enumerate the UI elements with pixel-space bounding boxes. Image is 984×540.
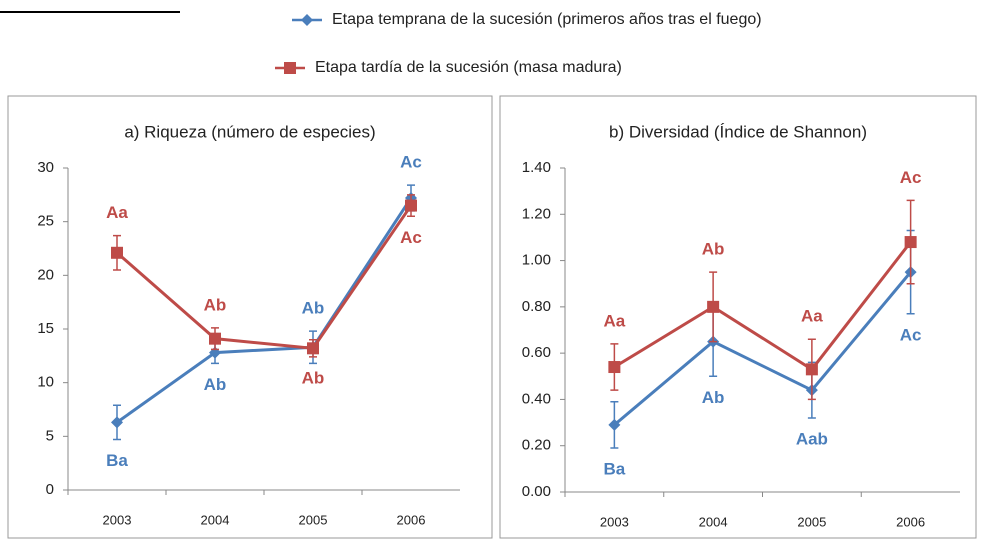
data-point [111, 416, 123, 429]
y-tick-label: 1.40 [522, 159, 551, 176]
chart-title: b) Diversidad (Índice de Shannon) [609, 122, 867, 141]
y-tick-label: 20 [37, 266, 54, 283]
data-point [805, 363, 818, 376]
y-tick-label: 5 [46, 427, 54, 444]
x-tick-label: 2003 [103, 512, 132, 527]
y-tick-label: 0.20 [522, 437, 551, 454]
series-line [116, 204, 413, 350]
x-tick-label: 2005 [797, 514, 826, 529]
y-tick-label: 0.40 [522, 390, 551, 407]
data-point [307, 342, 319, 355]
point-label: Aa [604, 311, 626, 330]
point-label: Ba [604, 460, 626, 479]
data-point [608, 418, 621, 431]
data-point [608, 361, 621, 374]
y-tick-label: 25 [37, 213, 54, 230]
data-point [209, 332, 221, 345]
point-label: Aab [796, 429, 828, 448]
point-label: Aa [801, 307, 823, 326]
y-tick-label: 0.80 [522, 298, 551, 315]
x-tick-label: 2003 [600, 514, 629, 529]
point-label: Ac [900, 325, 922, 344]
series-line [613, 271, 912, 427]
legend-marker [284, 62, 296, 74]
point-label: Ba [106, 451, 128, 470]
data-point [111, 246, 123, 259]
point-label: Ab [702, 388, 725, 407]
y-tick-label: 10 [37, 374, 54, 391]
point-label: Ac [400, 153, 422, 172]
data-point [707, 300, 720, 313]
x-tick-label: 2006 [896, 514, 925, 529]
point-label: Ab [302, 299, 325, 318]
point-label: Aa [106, 203, 128, 222]
data-point [904, 236, 917, 249]
x-tick-label: 2006 [397, 512, 426, 527]
x-tick-label: 2005 [299, 512, 328, 527]
y-tick-label: 1.20 [522, 205, 551, 222]
x-tick-label: 2004 [201, 512, 230, 527]
point-label: Ab [204, 375, 227, 394]
y-tick-label: 0.60 [522, 344, 551, 361]
y-tick-label: 15 [37, 320, 54, 337]
panel-b-frame [499, 95, 977, 539]
panel-a-frame [7, 95, 493, 539]
chart-title: a) Riqueza (número de especies) [124, 122, 375, 141]
x-tick-label: 2004 [699, 514, 728, 529]
y-tick-label: 0 [46, 481, 54, 498]
y-tick-label: 1.00 [522, 252, 551, 269]
point-label: Ab [302, 368, 325, 387]
series-line [116, 197, 413, 424]
data-point [405, 199, 417, 212]
legend-label: Etapa temprana de la sucesión (primeros … [332, 11, 762, 28]
point-label: Ab [702, 240, 725, 259]
legend-marker [301, 14, 313, 26]
point-label: Ac [900, 168, 922, 187]
point-label: Ac [400, 228, 422, 247]
series-line [613, 241, 912, 372]
legend-label: Etapa tardía de la sucesión (masa madura… [315, 59, 622, 76]
point-label: Ab [204, 295, 227, 314]
y-tick-label: 30 [37, 159, 54, 176]
y-tick-label: 0.00 [522, 483, 551, 500]
